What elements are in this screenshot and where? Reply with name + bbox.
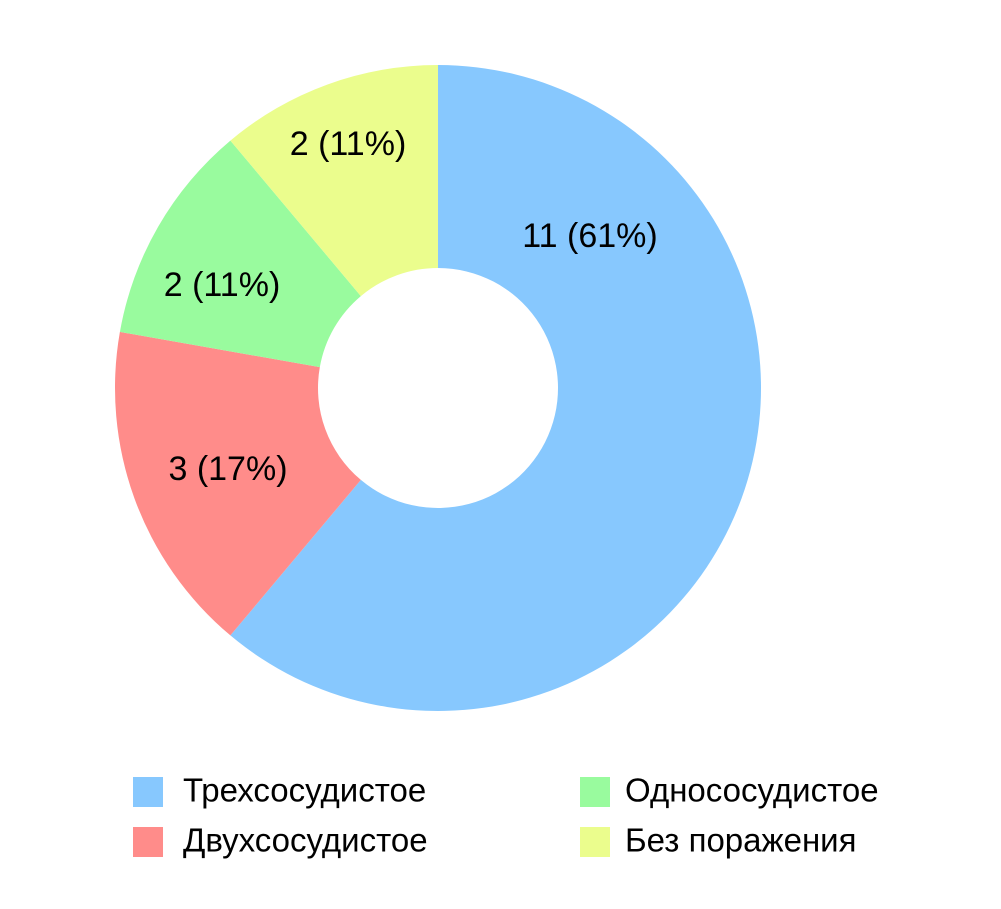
- legend-label: Без поражения: [625, 822, 856, 859]
- legend-label: Двухсосудистое: [183, 822, 428, 859]
- donut-slice: [230, 65, 438, 297]
- legend-swatch: [133, 827, 163, 857]
- legend-label: Однососудистое: [625, 772, 879, 809]
- legend-swatch: [580, 827, 610, 857]
- donut-slice: [114, 331, 361, 636]
- value-label: 2 (11%): [290, 125, 407, 163]
- value-label: 3 (17%): [168, 450, 287, 488]
- value-label: 11 (61%): [522, 217, 657, 255]
- value-label: 2 (11%): [164, 266, 281, 304]
- legend-swatch: [133, 777, 163, 807]
- legend-label: Трехсосудистое: [183, 772, 426, 809]
- donut-slice: [230, 65, 761, 711]
- legend-swatch: [580, 777, 610, 807]
- donut-slice: [119, 140, 361, 368]
